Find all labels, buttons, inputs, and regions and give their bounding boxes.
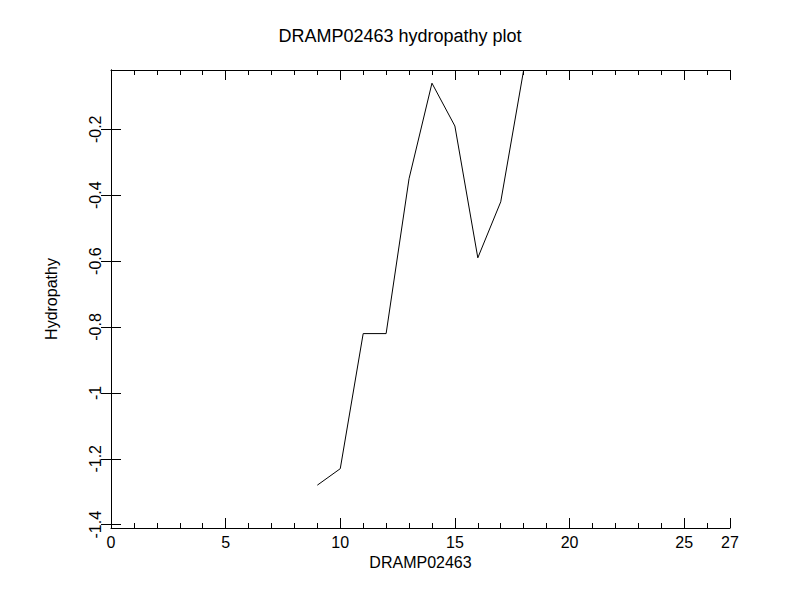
- svg-text:-0.2: -0.2: [87, 115, 104, 143]
- svg-text:0: 0: [107, 534, 116, 551]
- svg-text:-1.2: -1.2: [87, 445, 104, 473]
- svg-text:20: 20: [561, 534, 579, 551]
- svg-text:-0.4: -0.4: [87, 181, 104, 209]
- svg-text:-1: -1: [87, 386, 104, 400]
- svg-text:25: 25: [675, 534, 693, 551]
- svg-text:15: 15: [446, 534, 464, 551]
- svg-text:-1.4: -1.4: [87, 511, 104, 539]
- svg-text:DRAMP02463: DRAMP02463: [369, 554, 471, 571]
- svg-text:-0.8: -0.8: [87, 313, 104, 341]
- svg-text:DRAMP02463 hydropathy plot: DRAMP02463 hydropathy plot: [278, 26, 521, 46]
- svg-text:27: 27: [721, 534, 739, 551]
- svg-text:Hydropathy: Hydropathy: [43, 258, 60, 340]
- svg-text:-0.6: -0.6: [87, 247, 104, 275]
- svg-text:5: 5: [221, 534, 230, 551]
- svg-text:10: 10: [331, 534, 349, 551]
